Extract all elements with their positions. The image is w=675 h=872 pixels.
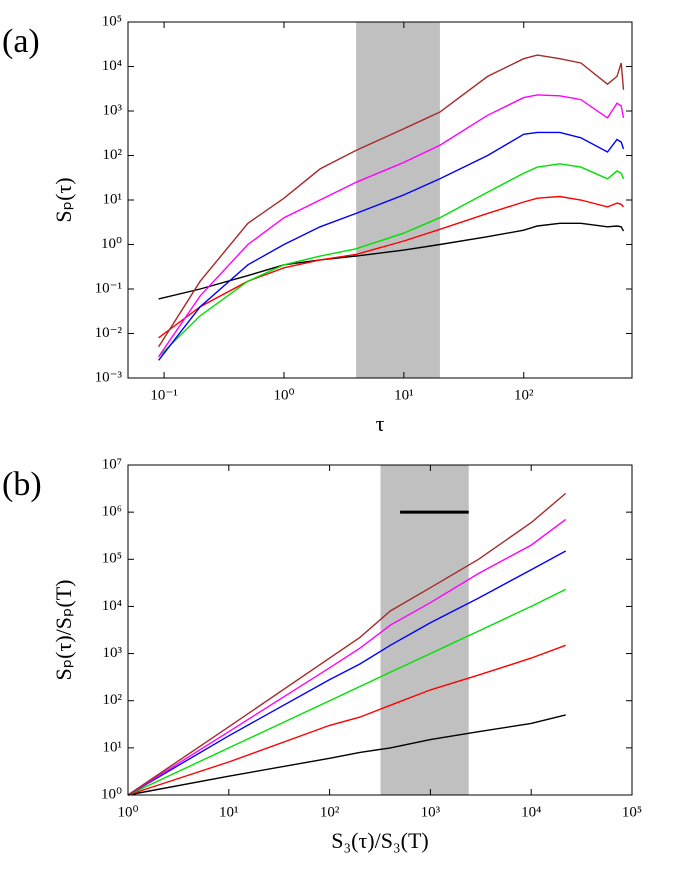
x-tick-label: 10⁵ [622, 804, 642, 820]
y-tick-label: 10⁷ [102, 456, 122, 472]
series-line [158, 54, 625, 348]
y-tick-label: 10¹ [103, 739, 123, 755]
y-tick-label: 10³ [103, 645, 123, 661]
y-tick-label: 10⁻¹ [95, 280, 122, 296]
series-line [158, 222, 625, 300]
series-line [158, 163, 625, 358]
series-line [127, 550, 567, 796]
x-tick-label: 10⁻¹ [150, 387, 177, 403]
y-tick-label: 10² [103, 692, 123, 708]
x-tick-label: 10⁰ [273, 387, 294, 403]
x-tick-label: 10⁰ [117, 804, 138, 820]
series-line [158, 195, 625, 339]
series-line [127, 588, 567, 796]
plot-frame [127, 464, 633, 796]
series-line [127, 492, 567, 796]
shaded-region [380, 465, 469, 795]
series-line [127, 518, 567, 796]
y-axis-label: Sₚ(τ) [51, 177, 76, 222]
x-tick-label: 10³ [421, 804, 441, 820]
y-tick-label: 10² [103, 147, 123, 163]
x-axis-label: τ [376, 411, 385, 436]
series-line [127, 714, 566, 796]
y-tick-label: 10⁰ [101, 786, 122, 802]
panel-label: (a) [2, 23, 40, 60]
y-tick-label: 10⁻² [95, 325, 123, 341]
y-tick-label: 10⁶ [102, 504, 122, 520]
x-tick-label: 10⁴ [521, 804, 541, 820]
series-line [158, 131, 625, 361]
x-tick-label: 10¹ [394, 387, 414, 403]
panel-label: (b) [2, 466, 42, 503]
y-tick-label: 10⁰ [101, 236, 122, 252]
x-tick-label: 10² [514, 387, 534, 403]
x-tick-label: 10¹ [219, 804, 239, 820]
series-line [158, 94, 625, 358]
x-axis-label: S₃(τ)/S₃(T) [331, 828, 429, 853]
series-line [127, 644, 566, 796]
y-tick-label: 10⁴ [102, 598, 122, 614]
x-tick-label: 10² [320, 804, 340, 820]
y-tick-label: 10¹ [103, 191, 123, 207]
y-axis-label: Sₚ(τ)/Sₚ(T) [51, 579, 76, 680]
shaded-region [356, 22, 440, 378]
y-tick-label: 10⁻³ [95, 369, 123, 385]
y-tick-label: 10³ [103, 102, 123, 118]
y-tick-label: 10⁴ [102, 58, 122, 74]
y-tick-label: 10⁵ [102, 551, 122, 567]
y-tick-label: 10⁵ [102, 13, 122, 29]
